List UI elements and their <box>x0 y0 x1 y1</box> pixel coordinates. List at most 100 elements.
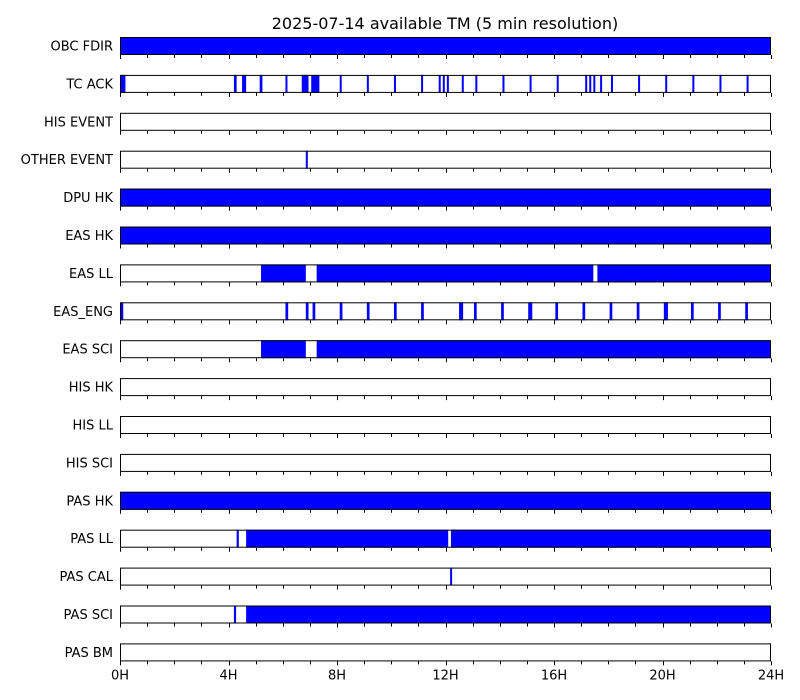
availability-interval <box>421 74 424 93</box>
availability-interval <box>233 74 237 93</box>
availability-interval <box>339 302 343 321</box>
row-frame <box>120 491 771 510</box>
row-frame <box>120 112 771 131</box>
availability-interval <box>316 264 594 283</box>
availability-interval <box>610 74 613 93</box>
row-label: PAS LL <box>70 532 114 547</box>
row-frame <box>120 340 771 359</box>
availability-interval <box>473 302 477 321</box>
row-background <box>120 567 771 586</box>
row-label: PAS BM <box>65 646 113 661</box>
availability-interval <box>636 302 640 321</box>
availability-interval <box>285 302 289 321</box>
row-other-event: OTHER EVENT <box>21 150 772 173</box>
availability-interval <box>261 264 306 283</box>
availability-interval <box>311 74 320 93</box>
row-frame <box>120 302 771 321</box>
x-tick-label: 0H <box>111 668 129 683</box>
availability-interval <box>450 567 453 586</box>
row-obc-fdir: OBC FDIR <box>51 37 772 59</box>
availability-interval <box>609 302 613 321</box>
row-label: EAS LL <box>69 267 114 282</box>
x-tick-label: 16H <box>541 668 567 683</box>
availability-interval <box>242 74 247 93</box>
row-his-sci: HIS SCI <box>66 453 772 476</box>
row-frame <box>120 378 771 397</box>
row-frame <box>120 264 771 283</box>
availability-interval <box>718 302 721 321</box>
row-label: HIS EVENT <box>44 115 113 130</box>
availability-interval <box>461 74 464 93</box>
row-frame <box>120 567 771 586</box>
row-background <box>120 643 771 662</box>
row-label: TC ACK <box>65 77 113 92</box>
row-pas-cal: PAS CAL <box>60 567 772 590</box>
row-label: PAS HK <box>66 494 113 509</box>
availability-interval <box>719 74 722 93</box>
row-background <box>120 112 771 131</box>
availability-interval <box>246 529 449 548</box>
availability-interval <box>690 302 694 321</box>
availability-interval <box>366 302 370 321</box>
row-eas-sci: EAS SCI <box>62 340 772 363</box>
row-label: OBC FDIR <box>51 40 114 55</box>
chart-title: 2025-07-14 available TM (5 min resolutio… <box>272 14 618 33</box>
row-frame <box>120 150 771 169</box>
row-label: HIS LL <box>73 419 114 434</box>
availability-interval <box>120 491 771 510</box>
row-frame <box>120 37 771 55</box>
availability-interval <box>529 74 532 93</box>
chart-rows: OBC FDIR TC ACK HIS EVENT OTHER EVENT DPU HK… <box>21 37 772 666</box>
availability-interval <box>366 74 369 93</box>
row-frame <box>120 529 771 548</box>
row-label: OTHER EVENT <box>21 153 113 168</box>
row-background <box>120 302 771 321</box>
availability-interval <box>555 302 559 321</box>
x-axis: 0H 4H 8H 12H 16H 20H 24H <box>111 668 784 683</box>
row-his-ll: HIS LL <box>73 416 772 438</box>
row-background <box>120 416 771 434</box>
row-background <box>120 453 771 472</box>
row-eas-eng: EAS_ENG <box>53 302 772 325</box>
availability-interval <box>301 74 309 93</box>
row-label: HIS SCI <box>66 456 113 471</box>
row-background <box>120 74 771 93</box>
row-frame <box>120 226 771 245</box>
availability-interval <box>305 150 308 169</box>
availability-interval <box>285 74 288 93</box>
row-tc-ack: TC ACK <box>65 74 772 97</box>
availability-interval <box>120 188 771 207</box>
availability-interval <box>393 302 397 321</box>
availability-interval <box>120 226 771 245</box>
availability-interval <box>421 302 424 321</box>
availability-interval <box>475 74 478 93</box>
row-pas-bm: PAS BM <box>65 643 772 666</box>
availability-interval <box>120 37 771 55</box>
availability-interval <box>600 74 603 93</box>
row-frame <box>120 605 771 624</box>
x-tick-label: 24H <box>758 668 784 683</box>
availability-interval <box>259 74 263 93</box>
row-frame <box>120 188 771 207</box>
availability-interval <box>528 302 533 321</box>
availability-interval <box>585 74 588 93</box>
availability-interval <box>746 74 749 93</box>
x-tick-label: 4H <box>219 668 237 683</box>
row-pas-hk: PAS HK <box>66 491 772 514</box>
row-pas-ll: PAS LL <box>70 529 772 552</box>
availability-interval <box>442 74 445 93</box>
availability-interval <box>663 302 668 321</box>
row-label: PAS SCI <box>64 608 113 623</box>
row-frame <box>120 453 771 472</box>
availability-interval <box>305 302 309 321</box>
row-frame <box>120 416 771 434</box>
x-tick-label: 12H <box>432 668 458 683</box>
availability-interval <box>393 74 396 93</box>
x-tick-label: 8H <box>328 668 346 683</box>
row-pas-sci: PAS SCI <box>64 605 772 628</box>
row-label: PAS CAL <box>60 570 114 585</box>
availability-interval <box>459 302 464 321</box>
availability-interval <box>692 74 695 93</box>
availability-interval <box>446 74 449 93</box>
